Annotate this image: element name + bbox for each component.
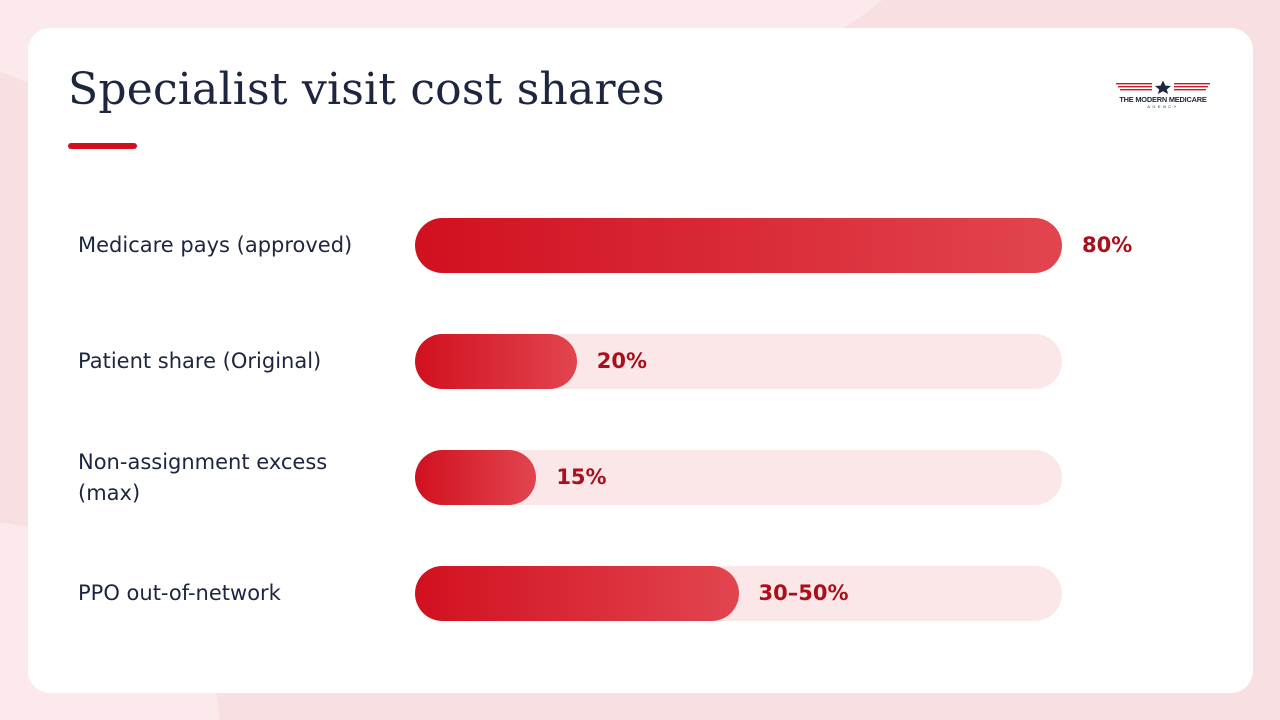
page-title: Specialist visit cost shares — [68, 64, 665, 115]
category-label: Medicare pays (approved) — [78, 233, 353, 257]
bar-fill — [415, 334, 577, 389]
bar-fill — [415, 450, 537, 505]
bar-value-label: 80% — [1082, 233, 1133, 257]
bar-track — [415, 450, 1062, 505]
star-stripes-icon — [1116, 80, 1210, 94]
bar-track — [415, 334, 1062, 389]
bar-value-label: 30–50% — [758, 581, 849, 605]
bar-fill — [415, 218, 1062, 273]
agency-logo: THE MODERN MEDICARE AGENCY — [1113, 80, 1213, 110]
category-label: Non-assignment excess (max) — [78, 450, 328, 505]
bar-fill — [415, 566, 739, 621]
slide-card: Specialist visit cost shares THE MODERN … — [28, 28, 1253, 693]
title-underline — [68, 143, 137, 149]
bar-value-label: 20% — [596, 349, 648, 373]
category-label: Patient share (Original) — [78, 349, 322, 373]
bar-track — [415, 218, 1062, 273]
bar-track — [415, 566, 1062, 621]
bar-value-label: 15% — [556, 465, 607, 489]
category-label: PPO out-of-network — [78, 581, 281, 605]
logo-name: THE MODERN MEDICARE — [1119, 95, 1207, 104]
logo-subtitle: AGENCY — [1147, 104, 1179, 109]
